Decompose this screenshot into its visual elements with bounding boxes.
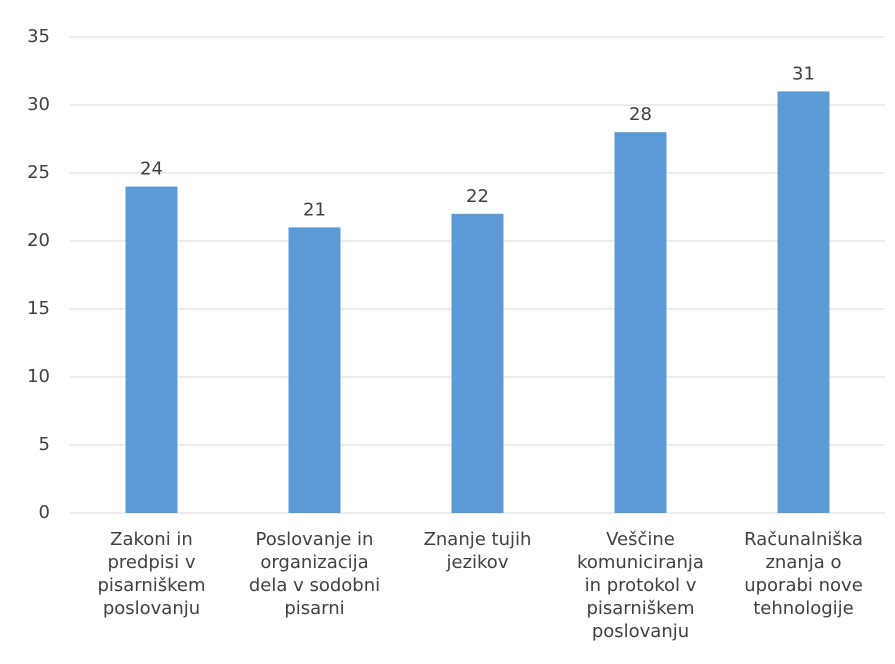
data-label: 31 (792, 63, 815, 84)
y-tick-label: 15 (27, 298, 50, 319)
y-tick-label: 5 (39, 434, 50, 455)
bar (125, 186, 178, 513)
y-tick-label: 0 (39, 502, 50, 523)
y-tick-label: 30 (27, 94, 50, 115)
bar (614, 132, 667, 513)
x-tick-label: Poslovanje in organizacija dela v sodobn… (248, 529, 381, 619)
y-tick-label: 10 (27, 366, 50, 387)
bar (451, 213, 504, 514)
y-tick-label: 35 (27, 26, 50, 47)
x-tick-label: Veščine komuniciranja in protokol v pisa… (577, 529, 704, 642)
bar (288, 227, 341, 513)
y-tick-label: 25 (27, 162, 50, 183)
x-tick-label: Računalniška znanja o uporabi nove tehno… (744, 529, 863, 619)
data-label: 24 (140, 159, 163, 180)
data-label: 28 (629, 104, 652, 125)
x-tick-label: Zakoni in predpisi v pisarniškem poslova… (97, 529, 206, 619)
bar (777, 91, 830, 514)
data-label: 21 (303, 199, 326, 220)
y-tick-label: 20 (27, 230, 50, 251)
data-label: 22 (466, 186, 489, 207)
x-tick-label: Znanje tujih jezikov (423, 529, 532, 573)
